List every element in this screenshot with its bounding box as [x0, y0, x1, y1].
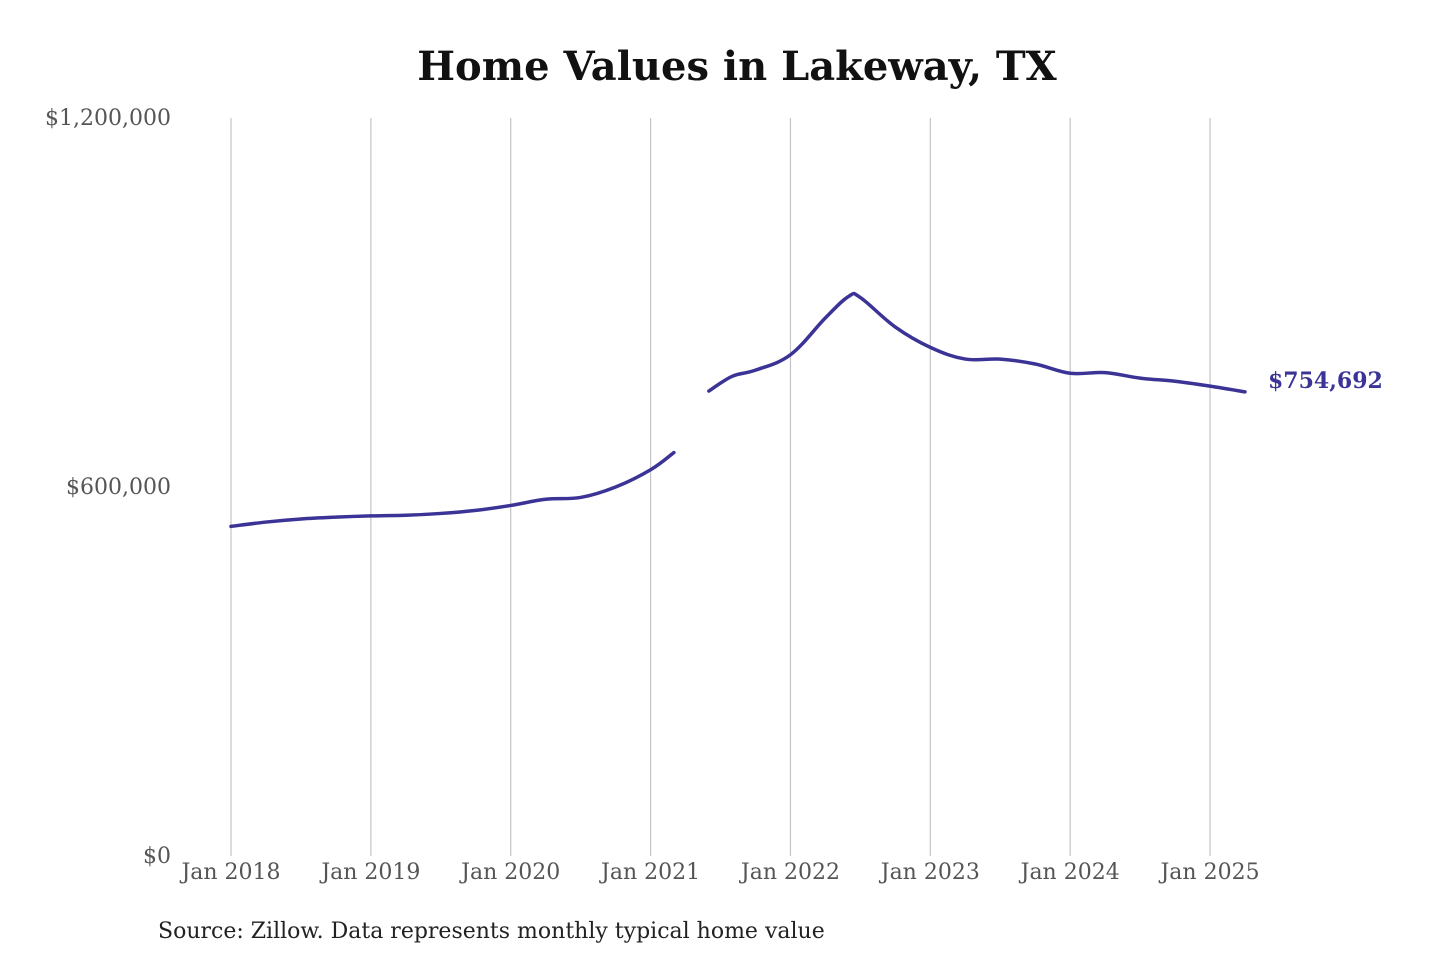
y-tick-label: $1,200,000: [45, 106, 171, 131]
y-axis-ticks: $0 $600,000 $1,200,000: [45, 106, 171, 869]
series-line-segment-2: [707, 291, 1247, 394]
x-tick-label: Jan 2019: [319, 860, 420, 885]
x-tick-label: Jan 2020: [459, 860, 560, 885]
series-line-segment-1: [229, 450, 676, 529]
source-note: Source: Zillow. Data represents monthly …: [158, 919, 825, 944]
y-tick-label: $0: [143, 844, 171, 869]
gridlines: [230, 118, 1211, 856]
last-value-label: $754,692: [1268, 368, 1383, 394]
x-tick-label: Jan 2023: [879, 860, 980, 885]
series-line-group: [229, 291, 1247, 529]
chart-title: Home Values in Lakeway, TX: [417, 43, 1056, 90]
x-tick-label: Jan 2018: [179, 860, 280, 885]
x-tick-label: Jan 2025: [1158, 860, 1259, 885]
x-axis-ticks: Jan 2018 Jan 2019 Jan 2020 Jan 2021 Jan 2022…: [179, 860, 1259, 885]
x-tick-label: Jan 2022: [739, 860, 840, 885]
y-tick-label: $600,000: [66, 475, 171, 500]
x-tick-label: Jan 2024: [1019, 860, 1120, 885]
x-tick-label: Jan 2021: [599, 860, 700, 885]
